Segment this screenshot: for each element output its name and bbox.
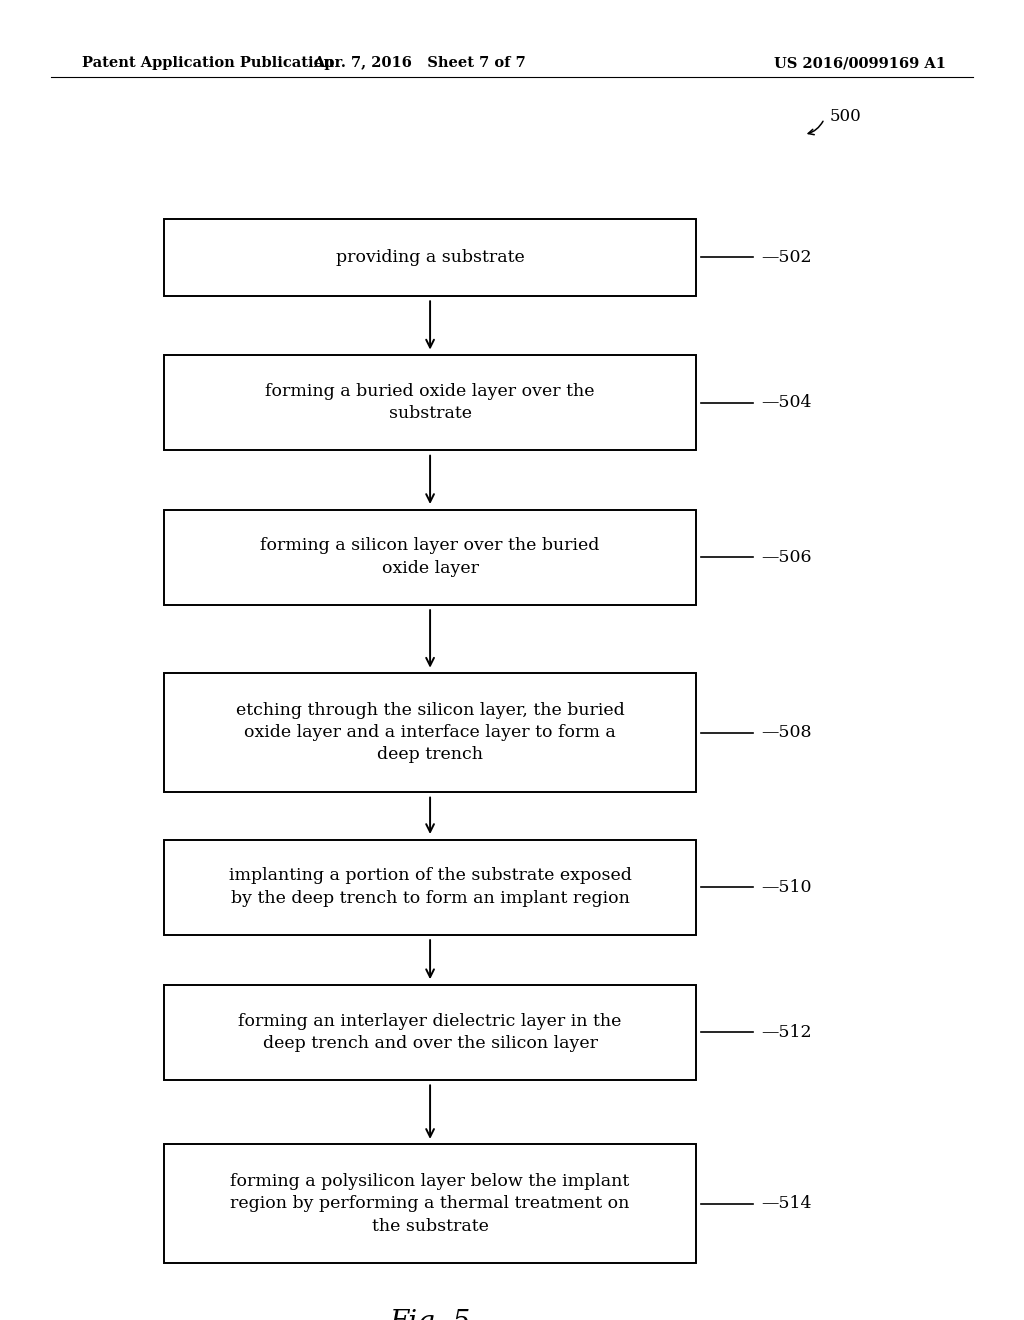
Text: —510: —510 [761, 879, 811, 895]
Text: —506: —506 [761, 549, 811, 565]
Bar [164, 219, 696, 296]
Bar [164, 355, 696, 450]
Text: 500: 500 [829, 108, 861, 124]
Text: forming a polysilicon layer below the implant
region by performing a thermal tre: forming a polysilicon layer below the im… [230, 1173, 630, 1234]
Text: —514: —514 [761, 1196, 811, 1212]
Bar [164, 510, 696, 605]
Text: forming a buried oxide layer over the
substrate: forming a buried oxide layer over the su… [265, 383, 595, 422]
Text: etching through the silicon layer, the buried
oxide layer and a interface layer : etching through the silicon layer, the b… [236, 702, 625, 763]
Text: providing a substrate: providing a substrate [336, 249, 524, 265]
Text: Apr. 7, 2016   Sheet 7 of 7: Apr. 7, 2016 Sheet 7 of 7 [313, 57, 526, 70]
Text: Patent Application Publication: Patent Application Publication [82, 57, 334, 70]
Text: —508: —508 [761, 725, 811, 741]
Bar [164, 985, 696, 1080]
Bar [164, 673, 696, 792]
Text: forming an interlayer dielectric layer in the
deep trench and over the silicon l: forming an interlayer dielectric layer i… [239, 1012, 622, 1052]
Text: US 2016/0099169 A1: US 2016/0099169 A1 [774, 57, 946, 70]
Text: implanting a portion of the substrate exposed
by the deep trench to form an impl: implanting a portion of the substrate ex… [228, 867, 632, 907]
Text: —512: —512 [761, 1024, 811, 1040]
Text: forming a silicon layer over the buried
oxide layer: forming a silicon layer over the buried … [260, 537, 600, 577]
Bar [164, 840, 696, 935]
Text: —502: —502 [761, 249, 811, 265]
Bar [164, 1144, 696, 1263]
Text: —504: —504 [761, 395, 811, 411]
Text: Fig. 5: Fig. 5 [389, 1309, 471, 1320]
